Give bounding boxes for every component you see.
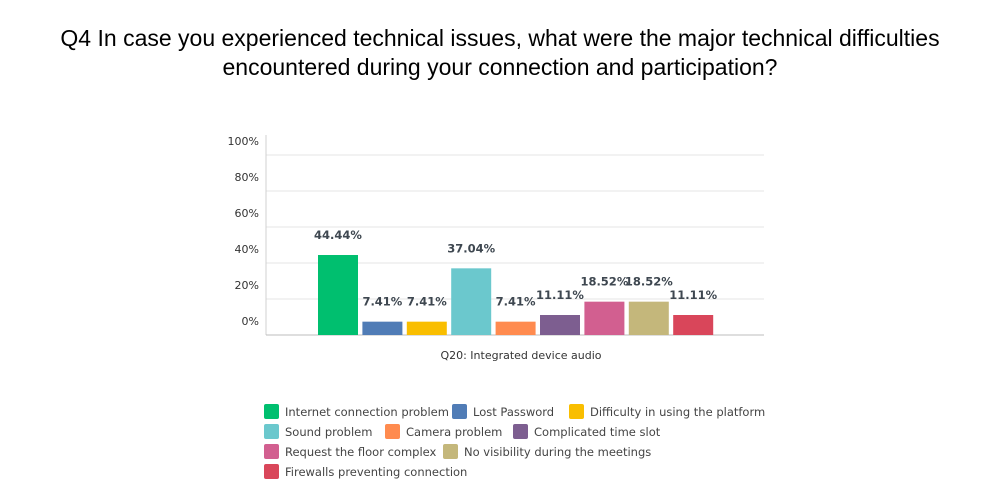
data-label: 44.44% [314,228,362,242]
legend-label-9: Firewalls preventing connection [285,465,467,479]
legend-swatch-9 [264,464,279,479]
legend-swatch-3 [569,404,584,419]
x-category-label: Q20: Integrated device audio [440,349,601,362]
legend-label-3: Difficulty in using the platform [590,405,765,419]
y-tick-label: 80% [235,171,259,184]
legend-label-8: No visibility during the meetings [464,445,651,459]
y-axis-tick-labels: 0% 20% 40% 60% 80% 100% [228,135,259,328]
legend-label-2: Lost Password [473,405,554,419]
bar-9 [673,315,714,335]
data-label: 7.41% [362,295,402,309]
bar-5 [495,321,536,335]
legend-swatch-1 [264,404,279,419]
data-label: 11.11% [536,288,584,302]
y-tick-label: 20% [235,279,259,292]
y-tick-label: 0% [242,315,259,328]
bar-3 [406,321,447,335]
legend-label-1: Internet connection problem [285,405,449,419]
bar-7 [584,301,625,335]
legend-swatch-2 [452,404,467,419]
bar-1 [318,255,358,335]
bar-2 [362,321,403,335]
y-tick-label: 40% [235,243,259,256]
legend-swatch-6 [513,424,528,439]
bar-4 [451,268,492,335]
legend-label-6: Complicated time slot [534,425,661,439]
data-labels: 44.44%7.41% 7.41%37.04%7.41% 11.11%18.52%1… [314,228,718,309]
legend: Internet connection problem Lost Password… [264,404,765,479]
legend-swatch-4 [264,424,279,439]
legend-label-5: Camera problem [406,425,502,439]
data-label: 18.52% [625,275,673,289]
legend-label-4: Sound problem [285,425,372,439]
y-tick-label: 60% [235,207,259,220]
chart-title: Q4 In case you experienced technical iss… [60,25,940,80]
legend-swatch-7 [264,444,279,459]
y-tick-label: 100% [228,135,259,148]
data-label: 7.41% [407,295,447,309]
data-label: 18.52% [580,275,628,289]
data-label: 11.11% [669,288,717,302]
category-labels: Q20: Integrated device audio [440,349,601,362]
legend-swatch-5 [385,424,400,439]
legend-swatch-8 [443,444,458,459]
legend-label-7: Request the floor complex [285,445,437,459]
bar-8 [628,301,669,335]
data-label: 37.04% [447,241,495,255]
bar-6 [540,315,580,335]
data-label: 7.41% [496,295,536,309]
bars [318,255,714,335]
